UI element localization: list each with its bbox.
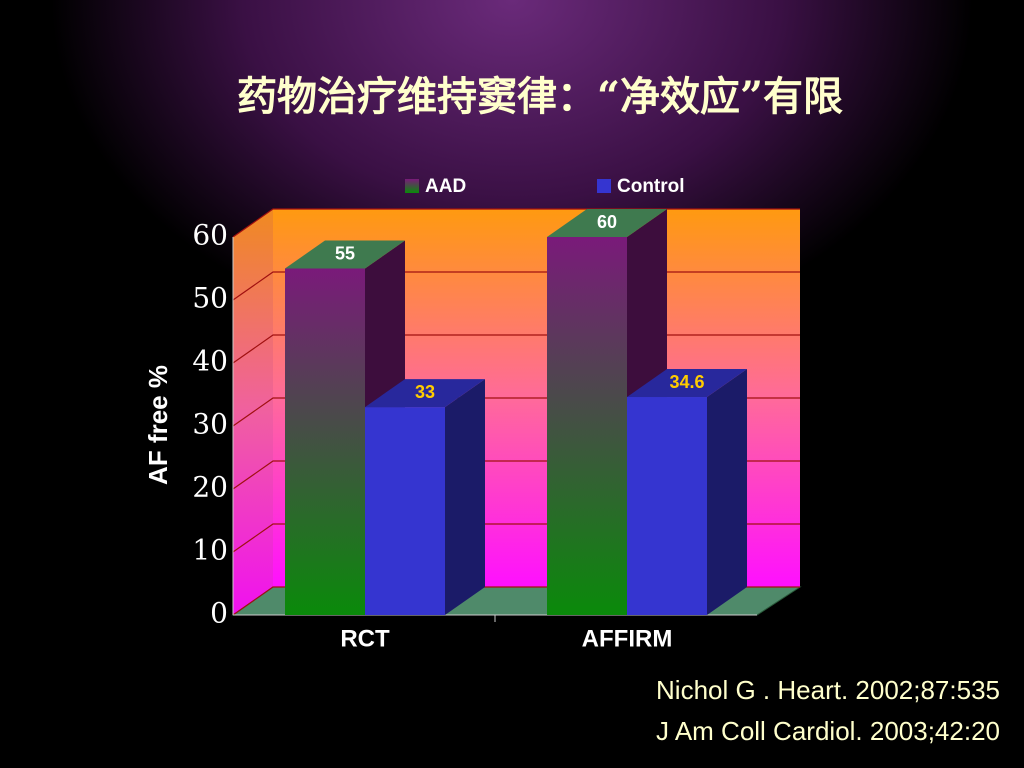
legend-label: Control (617, 176, 685, 197)
legend-swatch (405, 179, 419, 193)
legend-label: AAD (425, 176, 466, 197)
bar-top (285, 240, 405, 269)
slide-title: 药物治疗维持窦律：“净效应”有限 (237, 73, 843, 120)
x-tick-label: AFFIRM (582, 625, 673, 652)
value-label: 34.6 (669, 372, 704, 392)
bar-front (365, 407, 445, 615)
value-label: 55 (335, 243, 355, 263)
value-label: 33 (415, 382, 435, 402)
bar-front (627, 397, 707, 615)
x-tick-label: RCT (340, 625, 390, 652)
bar-top (547, 209, 667, 237)
bar-side (445, 379, 485, 615)
bar-front (285, 268, 365, 615)
y-tick-label: 30 (192, 408, 228, 441)
y-tick-label: 40 (192, 345, 228, 378)
bar (627, 369, 747, 615)
bar-top (365, 379, 485, 408)
y-tick-label: 20 (192, 471, 228, 504)
bar (365, 379, 485, 615)
y-tick-label: 50 (192, 282, 228, 315)
value-label: 60 (597, 212, 617, 232)
bar-front (547, 237, 627, 615)
y-tick-label: 0 (210, 597, 228, 630)
bar-side (707, 369, 747, 615)
y-axis-label: AF free % (143, 365, 173, 485)
citation: J Am Coll Cardiol. 2003;42:20 (656, 716, 1000, 746)
legend-swatch (597, 179, 611, 193)
y-tick-label: 10 (192, 534, 228, 567)
citation: Nichol G . Heart. 2002;87:535 (656, 675, 1000, 705)
bar-top (627, 369, 747, 398)
y-tick-label: 60 (192, 219, 228, 252)
